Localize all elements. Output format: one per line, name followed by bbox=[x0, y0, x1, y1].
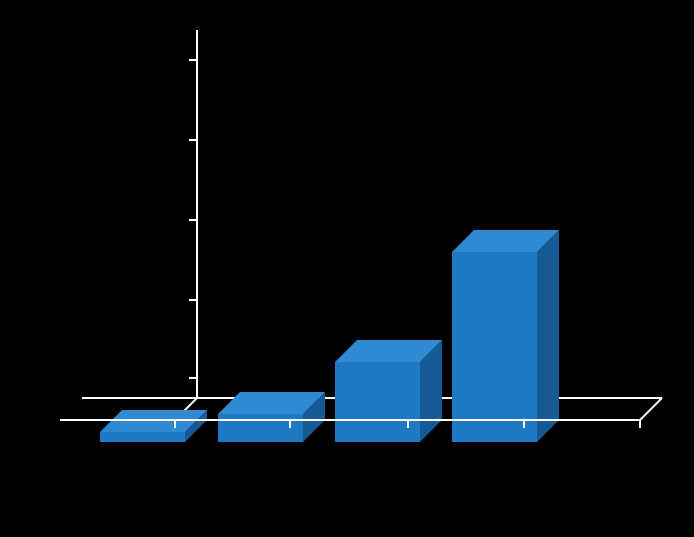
x-tick-1 bbox=[289, 420, 291, 428]
bar-3 bbox=[335, 340, 442, 442]
bar3d-chart bbox=[0, 0, 694, 537]
x-tick-3 bbox=[523, 420, 525, 428]
chart-floor bbox=[0, 0, 694, 537]
x-tick-0 bbox=[174, 420, 176, 428]
x-tick-4 bbox=[639, 420, 641, 428]
y-tick-4 bbox=[189, 377, 197, 379]
bar-1 bbox=[100, 410, 207, 442]
y-axis bbox=[196, 30, 198, 398]
y-tick-2 bbox=[189, 219, 197, 221]
bar-4 bbox=[452, 230, 559, 442]
y-tick-1 bbox=[189, 139, 197, 141]
x-tick-2 bbox=[407, 420, 409, 428]
y-tick-3 bbox=[189, 299, 197, 301]
y-tick-0 bbox=[189, 59, 197, 61]
bar-2 bbox=[218, 392, 325, 442]
x-axis bbox=[60, 419, 640, 421]
